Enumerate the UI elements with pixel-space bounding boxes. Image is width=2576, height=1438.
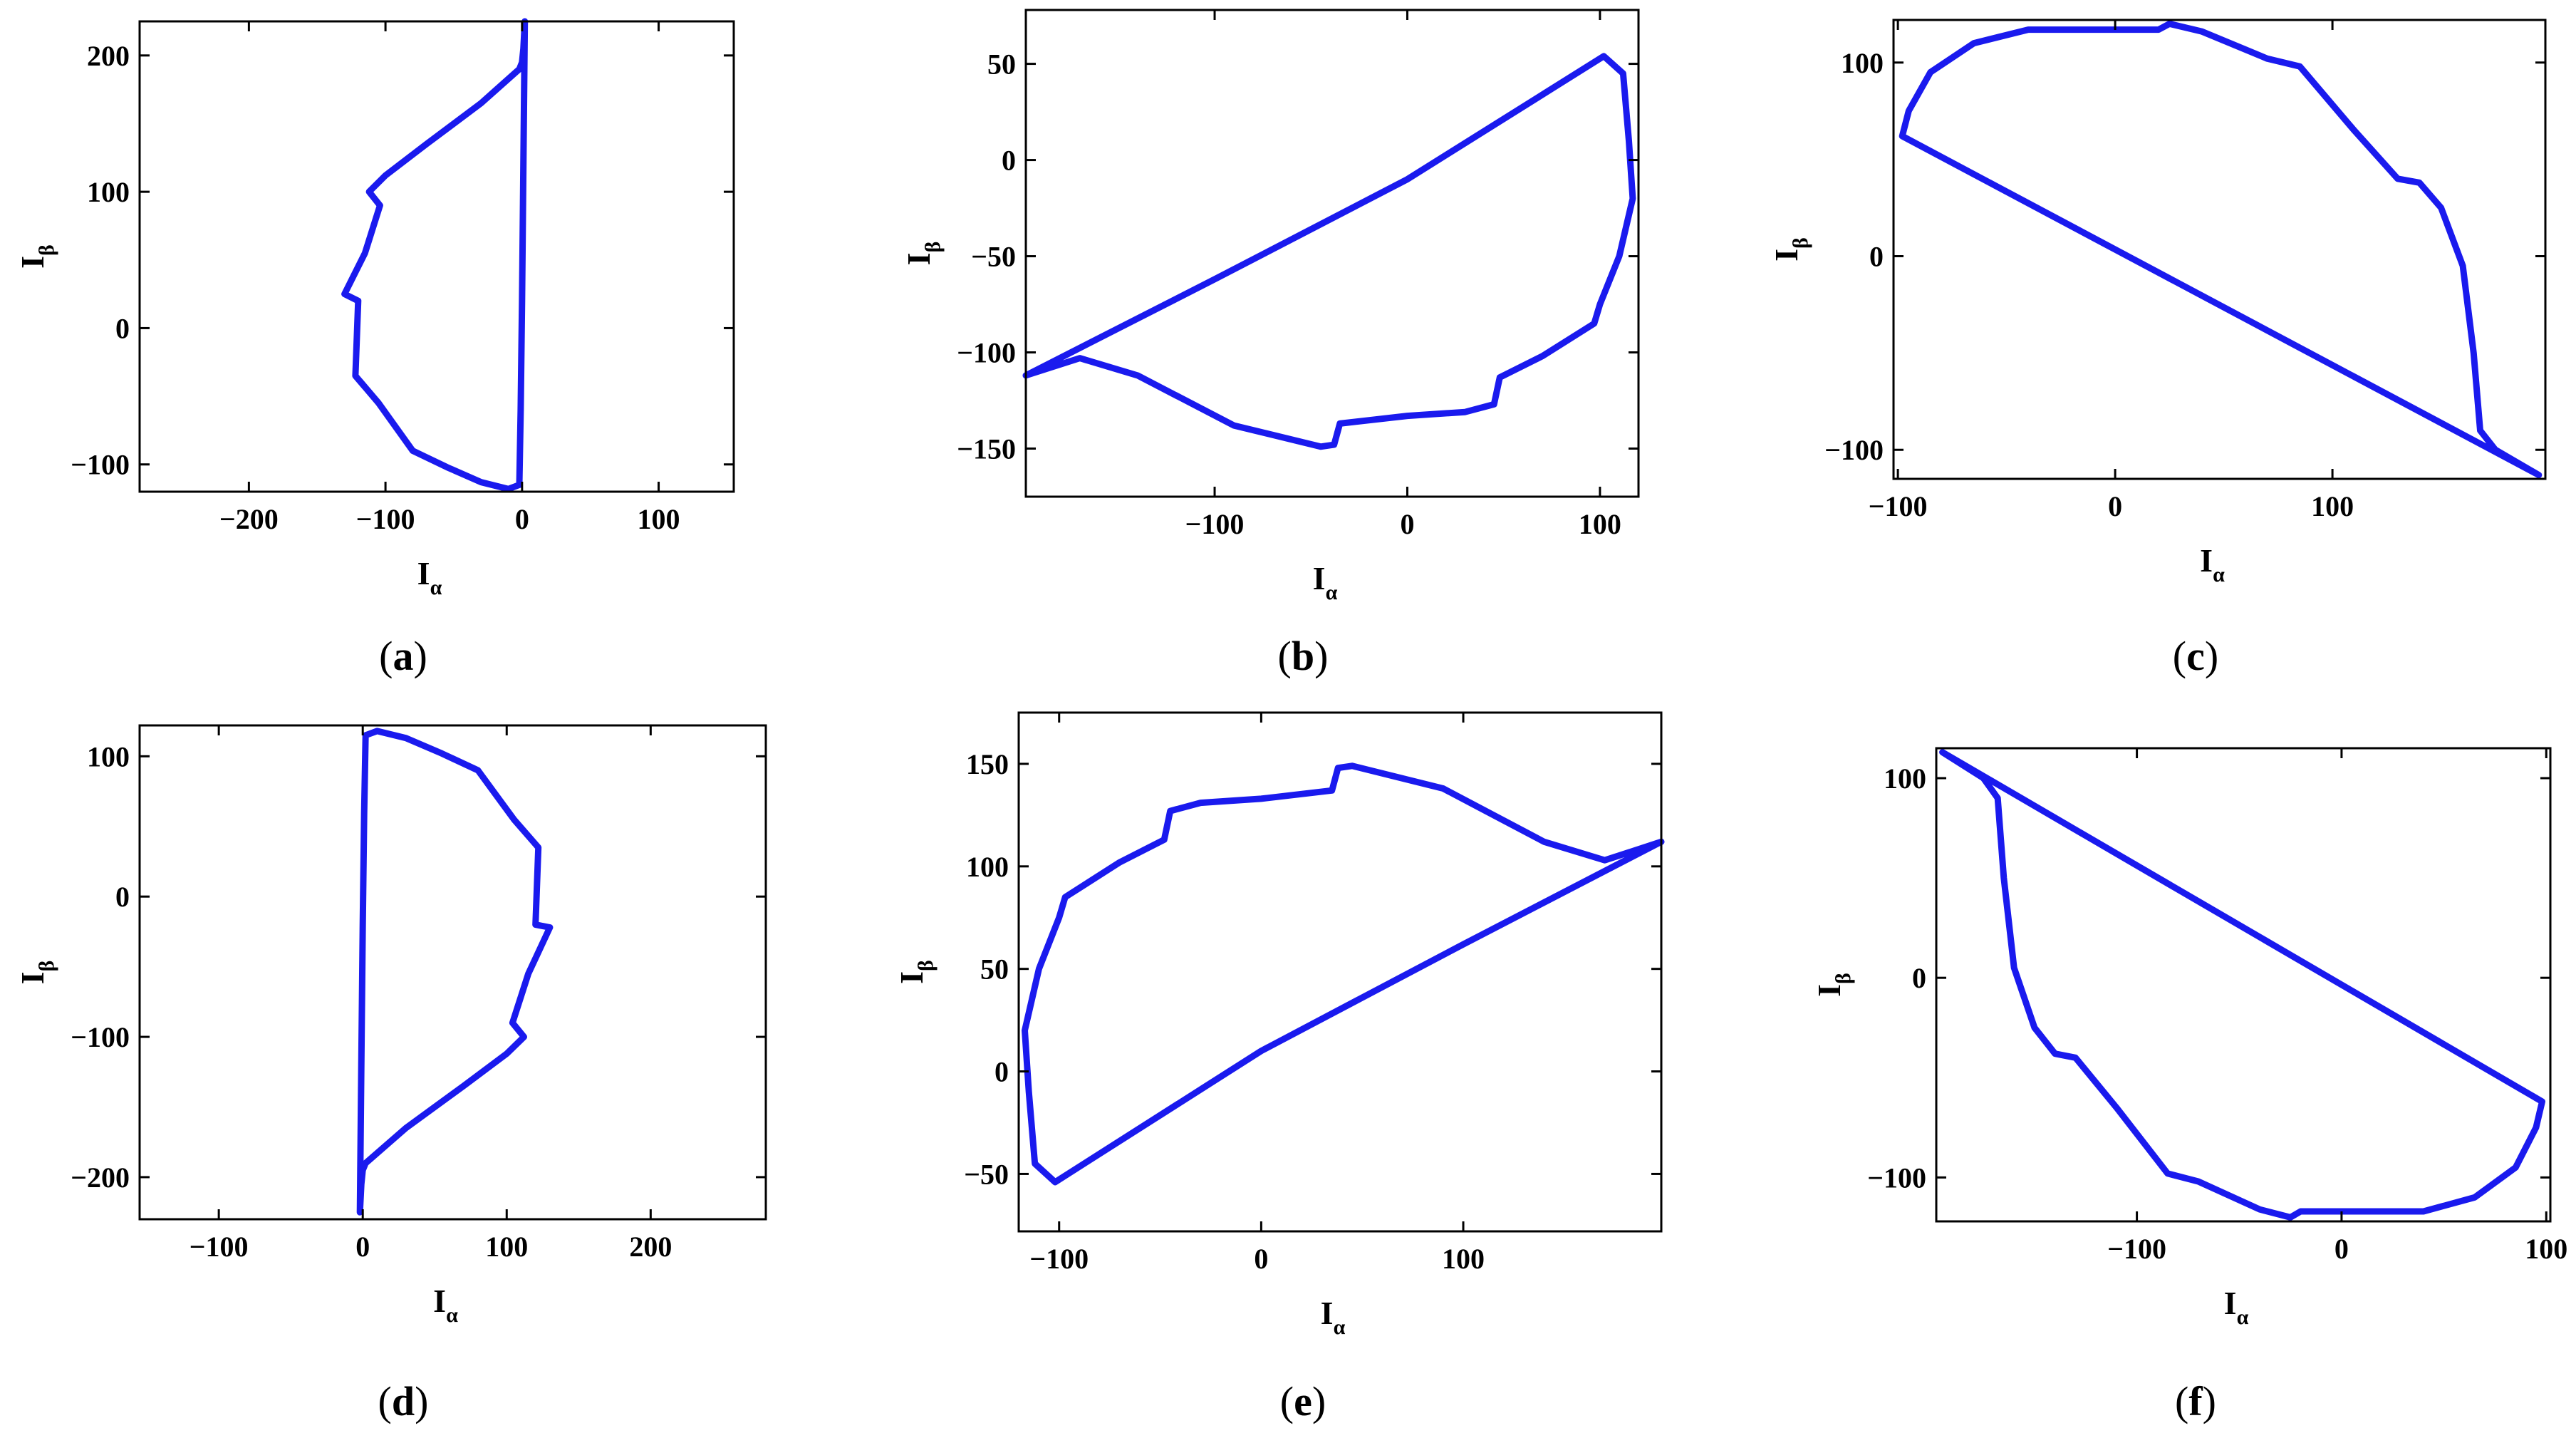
x-tick-label: −100 xyxy=(189,1231,249,1263)
y-tick-label: 0 xyxy=(1912,962,1926,994)
x-axis-label: Iα xyxy=(433,1283,458,1327)
x-tick-label: 100 xyxy=(485,1231,528,1263)
y-axis-label: Iβ xyxy=(14,244,58,269)
y-axis-label: Iβ xyxy=(1768,237,1812,262)
panel-label: (c) xyxy=(2173,633,2218,679)
chart-panel-b: −100 0 100 −150 −100 −50 0 50 Iα Iβ (b) xyxy=(900,9,1640,679)
x-tick-label: 100 xyxy=(1579,508,1621,540)
panel-label: (e) xyxy=(1280,1378,1326,1424)
y-tick-label: 150 xyxy=(966,748,1009,780)
plot-frame xyxy=(1935,747,2552,1223)
y-tick-label: 0 xyxy=(1002,145,1016,177)
chart-panel-f: −100 0 100 −100 0 100 Iα Iβ (f) xyxy=(1811,747,2567,1424)
x-tick-label: −200 xyxy=(219,503,279,535)
x-tick-label: 0 xyxy=(2108,490,2122,522)
y-tick-label: 100 xyxy=(87,740,130,772)
plot-frame xyxy=(138,724,767,1221)
trace-line-e-0 xyxy=(1022,762,1665,1186)
y-tick-label: 0 xyxy=(115,312,130,344)
plot-frame xyxy=(1017,711,1663,1233)
x-tick-label: 100 xyxy=(1442,1243,1485,1275)
x-tick-label: −100 xyxy=(2107,1233,2166,1265)
x-axis-label: Iα xyxy=(417,555,442,599)
x-tick-label: −100 xyxy=(356,503,415,535)
trace-line-d-0 xyxy=(356,728,554,1216)
y-tick-label: 100 xyxy=(1884,762,1926,795)
x-tick-label: 100 xyxy=(2311,490,2354,522)
y-tick-label: −100 xyxy=(1824,434,1884,466)
y-tick-label: −150 xyxy=(957,433,1016,465)
x-tick-label: 0 xyxy=(1400,508,1414,540)
x-tick-label: 0 xyxy=(515,503,529,535)
panel-label: (f) xyxy=(2175,1378,2216,1424)
trace-line-a-0 xyxy=(341,18,529,492)
y-tick-label: −100 xyxy=(957,337,1016,369)
y-axis-label: Iβ xyxy=(1811,973,1855,997)
x-tick-label: −100 xyxy=(1029,1243,1089,1275)
trace-line-b-0 xyxy=(1022,53,1636,450)
y-tick-label: 50 xyxy=(987,48,1016,81)
panel-label: (a) xyxy=(379,633,427,679)
trace-line-c-0 xyxy=(1899,20,2543,479)
x-tick-label: −100 xyxy=(1869,490,1928,522)
plot-frame xyxy=(1892,19,2547,480)
y-axis-label: Iβ xyxy=(900,242,945,266)
y-tick-label: 0 xyxy=(1869,241,1884,273)
x-tick-label: 0 xyxy=(1254,1243,1268,1275)
panel-label: (d) xyxy=(378,1378,429,1424)
y-tick-label: −100 xyxy=(1867,1162,1926,1194)
chart-panel-e: −100 0 100 −50 0 50 100 150 Iα Iβ (e) xyxy=(893,711,1665,1424)
chart-panel-c: −100 0 100 −100 0 100 Iα Iβ (c) xyxy=(1768,19,2547,679)
y-tick-label: −200 xyxy=(71,1162,130,1194)
x-tick-label: 0 xyxy=(355,1231,370,1263)
y-tick-label: −100 xyxy=(71,1021,130,1053)
y-tick-label: −50 xyxy=(971,241,1016,273)
plot-frame xyxy=(1024,9,1640,498)
x-tick-label: 100 xyxy=(638,503,680,535)
chart-panel-d: −100 0 100 200 −200 −100 0 100 Iα Iβ (d) xyxy=(14,724,767,1424)
x-tick-label: −100 xyxy=(1185,508,1245,540)
y-tick-label: 50 xyxy=(980,953,1009,986)
trace-line-f-0 xyxy=(1939,749,2545,1221)
x-tick-label: 200 xyxy=(629,1231,672,1263)
x-tick-label: 100 xyxy=(2525,1233,2567,1265)
y-tick-label: 100 xyxy=(1841,47,1884,79)
y-axis-label: Iβ xyxy=(14,961,58,985)
x-tick-label: 0 xyxy=(2334,1233,2349,1265)
y-tick-label: 100 xyxy=(966,851,1009,883)
plot-frame xyxy=(138,20,735,493)
y-tick-label: −100 xyxy=(71,449,130,481)
x-axis-label: Iα xyxy=(1321,1295,1346,1339)
y-tick-label: −50 xyxy=(964,1158,1009,1190)
y-tick-label: 0 xyxy=(994,1056,1009,1088)
x-axis-label: Iα xyxy=(2224,1285,2249,1329)
y-axis-label: Iβ xyxy=(893,960,938,984)
panel-label: (b) xyxy=(1278,633,1329,679)
x-axis-label: Iα xyxy=(1313,560,1338,604)
y-tick-label: 200 xyxy=(87,40,130,72)
chart-panel-a: −200 −100 0 100 −100 0 100 200 Iα Iβ (a) xyxy=(14,18,735,679)
x-axis-label: Iα xyxy=(2200,542,2225,586)
y-tick-label: 100 xyxy=(87,176,130,208)
y-tick-label: 0 xyxy=(115,881,130,913)
